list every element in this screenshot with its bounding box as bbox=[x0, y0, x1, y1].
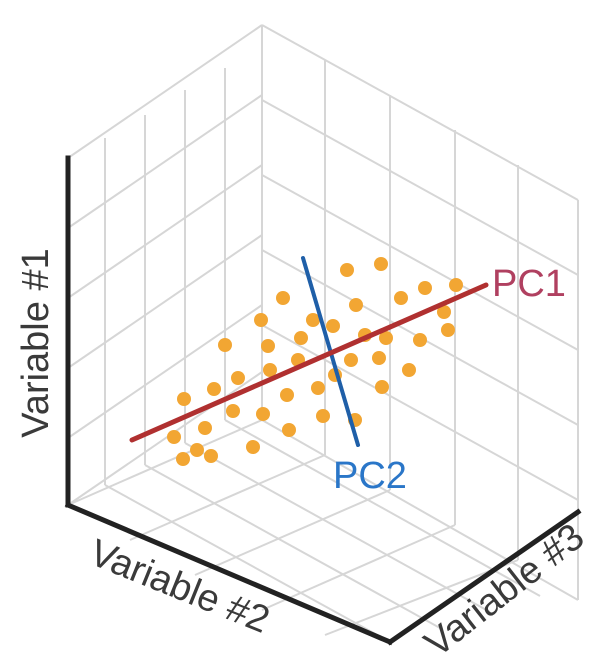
data-point bbox=[204, 449, 218, 463]
data-point bbox=[263, 363, 277, 377]
grid-right-wall bbox=[261, 24, 579, 601]
data-point bbox=[449, 278, 463, 292]
data-point bbox=[282, 423, 296, 437]
data-point bbox=[207, 382, 221, 396]
data-point bbox=[372, 351, 386, 365]
data-point bbox=[311, 381, 325, 395]
data-point bbox=[256, 407, 270, 421]
data-point bbox=[177, 392, 191, 406]
data-point bbox=[413, 333, 427, 347]
data-point bbox=[226, 404, 240, 418]
data-point bbox=[167, 430, 181, 444]
data-point bbox=[176, 452, 190, 466]
pc2-label: PC2 bbox=[333, 455, 407, 497]
axis-label-left: Variable #2 bbox=[84, 532, 275, 642]
axis-label-vertical: Variable #1 bbox=[15, 248, 57, 437]
data-point bbox=[379, 331, 393, 345]
data-point bbox=[441, 323, 455, 337]
data-point bbox=[198, 421, 212, 435]
data-point bbox=[261, 339, 275, 353]
data-point bbox=[231, 371, 245, 385]
pc1-label: PC1 bbox=[492, 263, 566, 305]
data-point bbox=[375, 380, 389, 394]
axis-floor-right bbox=[386, 508, 582, 646]
axis-floor-left bbox=[64, 501, 394, 646]
data-point bbox=[418, 281, 432, 295]
data-point bbox=[349, 298, 363, 312]
data-point bbox=[344, 353, 358, 367]
grid-floor bbox=[67, 419, 541, 643]
data-point bbox=[246, 440, 260, 454]
data-point bbox=[326, 319, 340, 333]
data-point bbox=[316, 409, 330, 423]
data-point bbox=[218, 338, 232, 352]
pc1-line bbox=[129, 282, 489, 443]
data-point bbox=[374, 257, 388, 271]
data-point bbox=[280, 388, 294, 402]
data-point bbox=[276, 291, 290, 305]
data-point bbox=[437, 305, 451, 319]
data-point bbox=[394, 291, 408, 305]
data-point bbox=[254, 313, 268, 327]
data-point bbox=[340, 263, 354, 277]
data-point bbox=[294, 331, 308, 345]
data-point bbox=[306, 313, 320, 327]
data-point bbox=[402, 363, 416, 377]
data-point bbox=[190, 443, 204, 457]
